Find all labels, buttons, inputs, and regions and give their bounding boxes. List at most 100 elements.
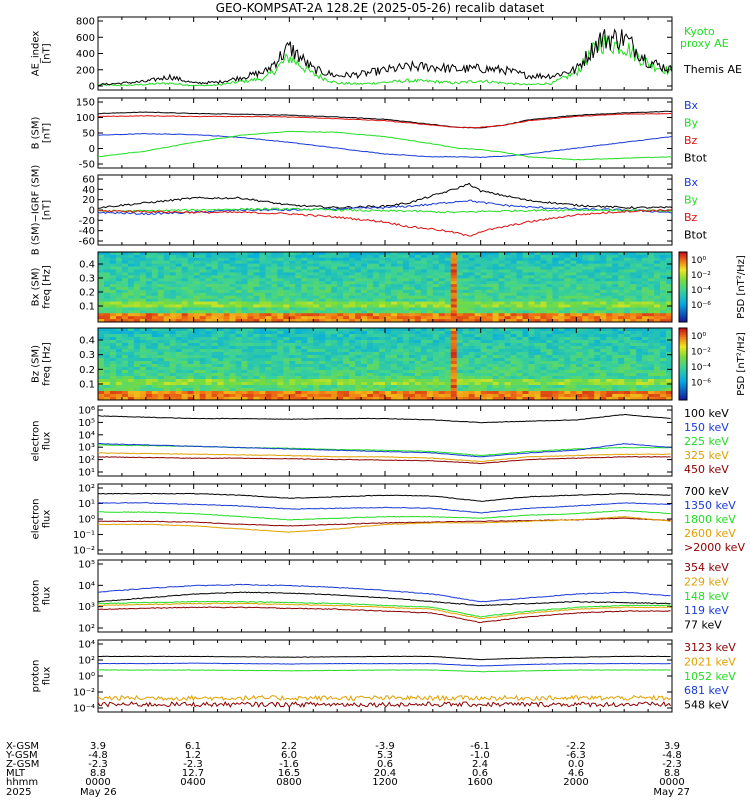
spectrogram-cell — [438, 358, 446, 362]
spectrogram-cell — [313, 304, 320, 308]
spectrogram-cell — [151, 358, 159, 362]
spectrogram-cell — [175, 313, 183, 317]
spectrogram-cell — [510, 278, 517, 282]
spectrogram-cell — [660, 334, 667, 338]
spectrogram-cell — [115, 364, 123, 368]
spectrogram-cell — [528, 370, 535, 374]
spectrogram-cell — [582, 379, 589, 383]
spectrogram-cell — [618, 358, 625, 362]
spectrogram-cell — [319, 257, 326, 262]
spectrogram-cell — [426, 301, 434, 305]
spectrogram-cell — [151, 281, 159, 285]
spectrogram-cell — [367, 343, 374, 347]
spectrogram-cell — [241, 376, 248, 380]
spectrogram-cell — [205, 370, 212, 374]
spectrogram-cell — [588, 275, 595, 279]
spectrogram-cell — [456, 287, 464, 291]
spectrogram-cell — [205, 349, 212, 353]
spectrogram-cell — [396, 328, 404, 332]
spectrogram-cell — [163, 364, 171, 368]
spectrogram-cell — [133, 379, 141, 383]
spectrogram-cell — [414, 370, 422, 374]
spectrogram-cell — [205, 254, 212, 259]
spectrogram-cell — [450, 289, 458, 294]
spectrogram-cell — [408, 370, 416, 374]
spectrogram-cell — [301, 307, 308, 311]
spectrogram-cell — [361, 292, 368, 297]
spectrogram-cell — [217, 252, 224, 256]
spectrogram-cell — [169, 289, 177, 294]
spectrogram-cell — [289, 295, 296, 299]
spectrogram-cell — [355, 388, 362, 392]
spectrogram-cell — [540, 358, 547, 362]
spectrogram-cell — [624, 292, 631, 297]
spectrogram-cell — [570, 394, 577, 398]
spectrogram-cell — [408, 272, 416, 276]
spectrogram-cell — [98, 352, 105, 356]
spectrogram-cell — [253, 292, 260, 297]
spectrogram-cell — [414, 284, 422, 288]
spectrogram-cell — [115, 319, 123, 323]
spectrogram-cell — [504, 319, 511, 323]
spectrogram-cell — [199, 394, 206, 398]
spectrogram-cell — [331, 367, 338, 371]
spectrogram-cell — [534, 310, 541, 314]
spectrogram-cell — [361, 388, 368, 392]
spectrogram-cell — [103, 376, 111, 380]
spectrogram-cell — [630, 307, 637, 311]
spectrogram-cell — [289, 254, 296, 259]
spectrogram-cell — [636, 281, 643, 285]
spectrogram-cell — [253, 316, 260, 320]
spectrogram-cell — [588, 260, 595, 264]
spectrogram-cell — [648, 260, 655, 264]
spectrogram-cell — [582, 307, 589, 311]
spectrogram-cell — [319, 379, 326, 383]
spectrogram-cell — [450, 331, 458, 335]
spectrogram-cell — [163, 272, 171, 276]
spectrogram-cell — [211, 272, 218, 276]
spectrogram-cell — [103, 379, 111, 383]
spectrogram-cell — [181, 295, 188, 299]
spectrogram-cell — [654, 346, 661, 350]
spectrogram-cell — [115, 289, 123, 294]
spectrogram-cell — [648, 367, 655, 371]
spectrogram-cell — [492, 385, 499, 389]
spectrogram-cell — [522, 349, 529, 353]
spectrogram-cell — [145, 310, 153, 314]
spectrogram-cell — [241, 281, 248, 285]
legend-kyoto: Kyoto — [684, 25, 715, 38]
spectrogram-cell — [552, 304, 559, 308]
spectrogram-cell — [432, 337, 440, 341]
spectrogram-cell — [510, 295, 517, 299]
spectrogram-cell — [217, 263, 224, 267]
spectrogram-cell — [408, 331, 416, 335]
spectrogram-cell — [480, 373, 487, 377]
spectrogram-cell — [217, 358, 224, 362]
spectrogram-cell — [642, 370, 649, 374]
spectrogram-cell — [229, 358, 236, 362]
spectrogram-cell — [217, 382, 224, 386]
spectrogram-cell — [624, 260, 631, 264]
spectrogram-cell — [492, 284, 499, 288]
spectrogram-cell — [247, 373, 254, 377]
spectrogram-cell — [504, 346, 511, 350]
spectrogram-cell — [283, 397, 290, 401]
spectrogram-cell — [169, 257, 177, 262]
spectrogram-cell — [522, 301, 529, 305]
spectrogram-cell — [223, 278, 230, 282]
spectrogram-cell — [361, 331, 368, 335]
spectrogram-cell — [426, 289, 434, 294]
spectrogram-cell — [169, 394, 177, 398]
spectrogram-cell — [438, 269, 446, 273]
spectrogram-cell — [301, 304, 308, 308]
spectrogram-cell — [103, 319, 111, 323]
spectrogram-cell — [133, 272, 141, 276]
spectrogram-cell — [570, 316, 577, 320]
spectrogram-cell — [277, 287, 284, 291]
spectrogram-cell — [396, 316, 404, 320]
spectrogram-cell — [648, 275, 655, 279]
spectrogram-cell — [133, 304, 141, 308]
spectrogram-cell — [265, 310, 272, 314]
spectrogram-cell — [540, 394, 547, 398]
spectrogram-cell — [516, 287, 523, 291]
